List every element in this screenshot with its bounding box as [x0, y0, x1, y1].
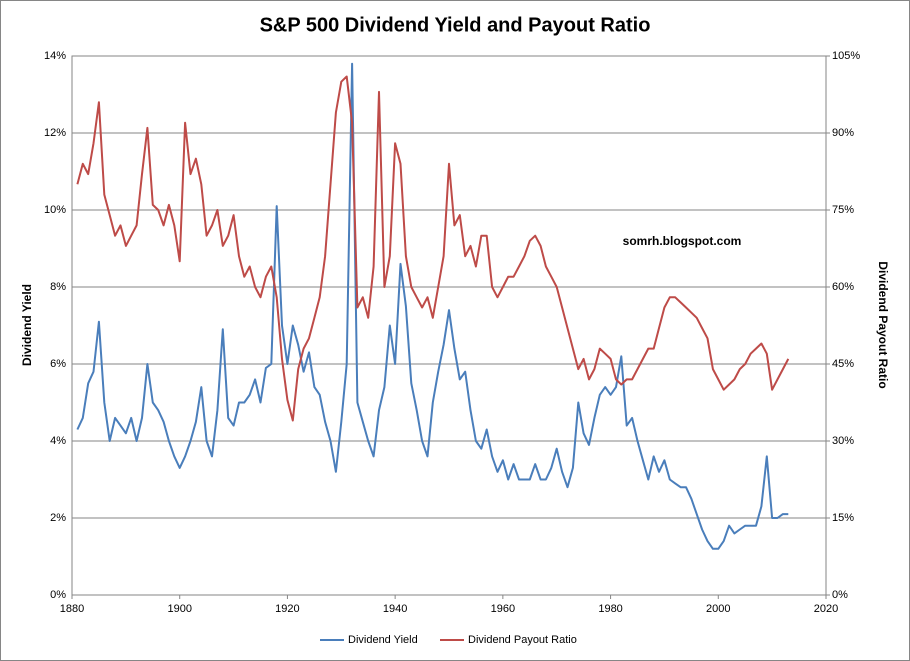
y2-tick-label: 30%: [832, 435, 854, 447]
y-tick-label: 12%: [44, 127, 66, 139]
y-tick-label: 14%: [44, 50, 66, 62]
y-tick-label: 2%: [50, 512, 66, 524]
y2-tick-label: 90%: [832, 127, 854, 139]
data-line: [76, 75, 790, 422]
x-tick-label: 1920: [275, 603, 299, 615]
chart-title: S&P 500 Dividend Yield and Payout Ratio: [260, 14, 651, 36]
y2-tick-label: 105%: [832, 50, 860, 62]
legend-label: Dividend Yield: [348, 634, 418, 646]
x-tick-label: 1880: [60, 603, 84, 615]
y-axis-title: Dividend Yield: [20, 284, 34, 366]
y2-tick-label: 45%: [832, 358, 854, 370]
x-tick-label: 1960: [491, 603, 515, 615]
y2-tick-label: 75%: [832, 204, 854, 216]
x-tick-label: 1900: [167, 603, 191, 615]
x-tick-label: 1940: [383, 603, 407, 615]
y-tick-label: 0%: [50, 589, 66, 601]
y2-tick-label: 0%: [832, 589, 848, 601]
y2-axis-title: Dividend Payout Ratio: [876, 261, 890, 388]
legend-label: Dividend Payout Ratio: [468, 634, 577, 646]
x-tick-label: 1980: [598, 603, 622, 615]
annotation: somrh.blogspot.com: [623, 234, 742, 248]
data-line: [76, 62, 789, 550]
y-tick-label: 6%: [50, 358, 66, 370]
y-tick-label: 4%: [50, 435, 66, 447]
y2-tick-label: 15%: [832, 512, 854, 524]
x-tick-label: 2020: [814, 603, 838, 615]
y-tick-label: 10%: [44, 204, 66, 216]
x-tick-label: 2000: [706, 603, 730, 615]
y2-tick-label: 60%: [832, 281, 854, 293]
y-tick-label: 8%: [50, 281, 66, 293]
